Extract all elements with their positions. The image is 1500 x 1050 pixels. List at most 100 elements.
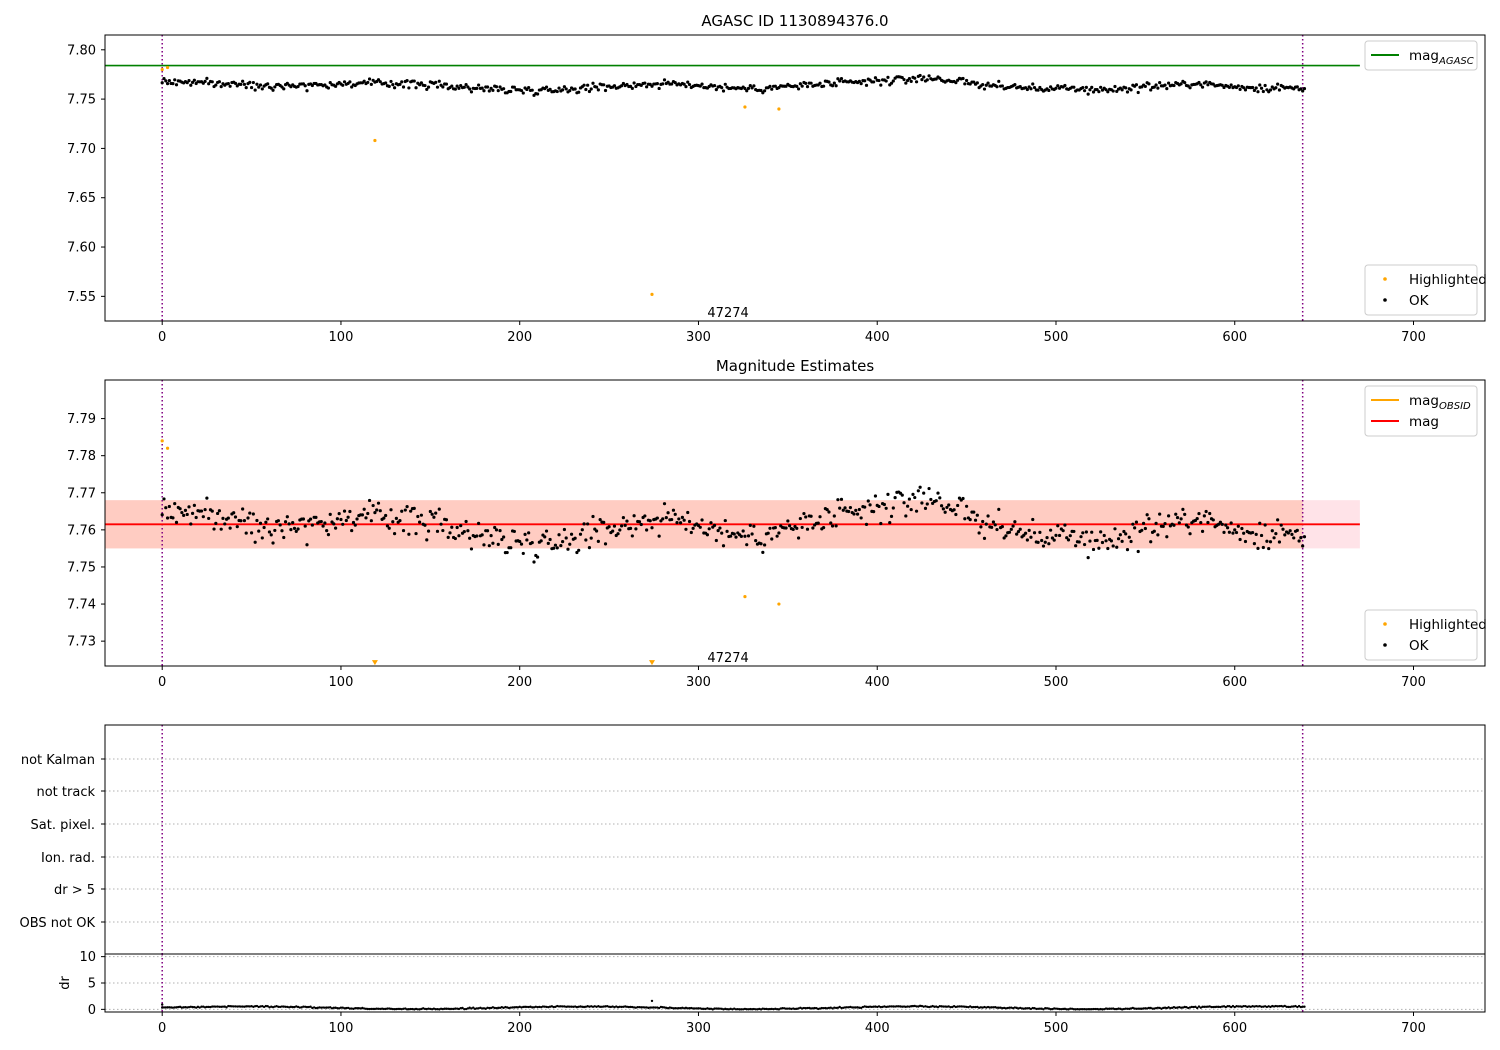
dr-point bbox=[189, 1005, 193, 1008]
ok-point bbox=[922, 75, 926, 79]
ok-point bbox=[305, 543, 309, 547]
ok-point bbox=[391, 520, 395, 524]
ok-point bbox=[954, 81, 958, 85]
dr-point bbox=[1002, 1006, 1006, 1010]
ok-point bbox=[475, 534, 479, 538]
ok-point bbox=[450, 525, 454, 529]
dr-point bbox=[221, 1005, 225, 1008]
ok-point bbox=[938, 76, 942, 80]
ok-point bbox=[178, 507, 182, 511]
ok-point bbox=[530, 541, 534, 545]
dr-point bbox=[214, 1005, 218, 1008]
dr-point bbox=[323, 1006, 327, 1009]
dr-point bbox=[870, 1005, 874, 1009]
ok-point bbox=[1188, 532, 1192, 536]
ok-point bbox=[344, 518, 348, 523]
ok-point bbox=[965, 504, 969, 508]
dr-point bbox=[942, 1005, 945, 1008]
ok-point bbox=[260, 87, 264, 91]
ok-point bbox=[1161, 524, 1165, 528]
ok-point bbox=[643, 514, 647, 518]
ok-point bbox=[832, 514, 836, 518]
dr-point bbox=[386, 1007, 389, 1010]
ok-point bbox=[226, 516, 230, 520]
ok-point bbox=[973, 518, 978, 522]
dr-point bbox=[566, 1005, 570, 1008]
dr-point bbox=[949, 1005, 952, 1009]
ok-point bbox=[434, 511, 438, 515]
y-tick-label: 0 bbox=[88, 1003, 96, 1018]
x-tick-label: 300 bbox=[686, 1021, 711, 1036]
ok-point bbox=[804, 515, 808, 519]
dr-point bbox=[318, 1006, 321, 1009]
ok-point bbox=[1268, 88, 1273, 92]
ok-point bbox=[1149, 540, 1153, 544]
flag-label: not Kalman bbox=[21, 753, 95, 768]
dr-point bbox=[1194, 1005, 1197, 1009]
ok-point bbox=[1038, 85, 1042, 90]
ok-point bbox=[788, 524, 792, 528]
ok-point bbox=[364, 516, 368, 520]
ok-point bbox=[873, 76, 878, 80]
dr-point bbox=[922, 1005, 925, 1008]
dr-point bbox=[379, 1007, 382, 1011]
ok-point bbox=[1134, 520, 1139, 524]
ok-point bbox=[1179, 517, 1183, 521]
dr-point bbox=[370, 1007, 373, 1011]
ok-point bbox=[1032, 531, 1037, 535]
dr-point bbox=[1078, 1008, 1081, 1011]
ok-point bbox=[548, 87, 552, 91]
dr-point bbox=[650, 1006, 654, 1009]
dr-point bbox=[1142, 1007, 1145, 1010]
ok-point bbox=[700, 518, 704, 522]
ok-point bbox=[1082, 542, 1087, 547]
ok-point bbox=[841, 508, 845, 512]
ok-point bbox=[1229, 521, 1233, 525]
ok-point bbox=[1265, 539, 1269, 543]
dr-point bbox=[575, 1005, 579, 1009]
ok-point bbox=[477, 521, 481, 526]
dr-point bbox=[180, 1006, 184, 1009]
dr-point bbox=[262, 1005, 266, 1009]
x-tick-label: 0 bbox=[158, 330, 166, 345]
ok-point bbox=[800, 84, 804, 88]
dr-point bbox=[1283, 1004, 1286, 1008]
ok-point bbox=[409, 509, 413, 513]
ok-point bbox=[707, 527, 711, 531]
ok-point bbox=[586, 522, 590, 526]
dr-point bbox=[1076, 1007, 1079, 1011]
dr-point bbox=[1228, 1005, 1231, 1008]
dr-point bbox=[455, 1007, 459, 1010]
dr-point bbox=[339, 1006, 343, 1009]
ok-point bbox=[367, 77, 372, 81]
ok-point bbox=[866, 499, 870, 503]
dr-point bbox=[1090, 1008, 1093, 1011]
dr-point bbox=[1237, 1005, 1240, 1008]
dr-point bbox=[434, 1008, 437, 1011]
ok-point bbox=[587, 545, 592, 550]
dr-point bbox=[1022, 1007, 1026, 1010]
dr-point bbox=[321, 1006, 325, 1009]
ok-point bbox=[509, 89, 513, 94]
dr-point bbox=[602, 1005, 605, 1008]
ok-point bbox=[314, 515, 318, 520]
dr-point bbox=[194, 1006, 198, 1009]
ok-point bbox=[809, 81, 813, 85]
ok-point bbox=[255, 518, 259, 523]
dr-point bbox=[1054, 1007, 1058, 1010]
ok-point bbox=[301, 517, 306, 521]
dr-point bbox=[1251, 1005, 1254, 1008]
x-tick-label: 400 bbox=[865, 330, 890, 345]
ok-point bbox=[621, 516, 625, 520]
dr-point bbox=[241, 1005, 244, 1008]
dr-point bbox=[161, 1006, 164, 1009]
dr-point bbox=[1162, 1006, 1165, 1010]
ok-point bbox=[761, 550, 765, 554]
legend-label: OK bbox=[1409, 638, 1430, 654]
ok-point bbox=[763, 89, 767, 93]
highlighted-point bbox=[777, 107, 781, 111]
dr-point bbox=[334, 1006, 337, 1009]
ok-point bbox=[645, 528, 649, 532]
ok-point bbox=[618, 528, 622, 532]
dr-point bbox=[168, 1006, 171, 1009]
